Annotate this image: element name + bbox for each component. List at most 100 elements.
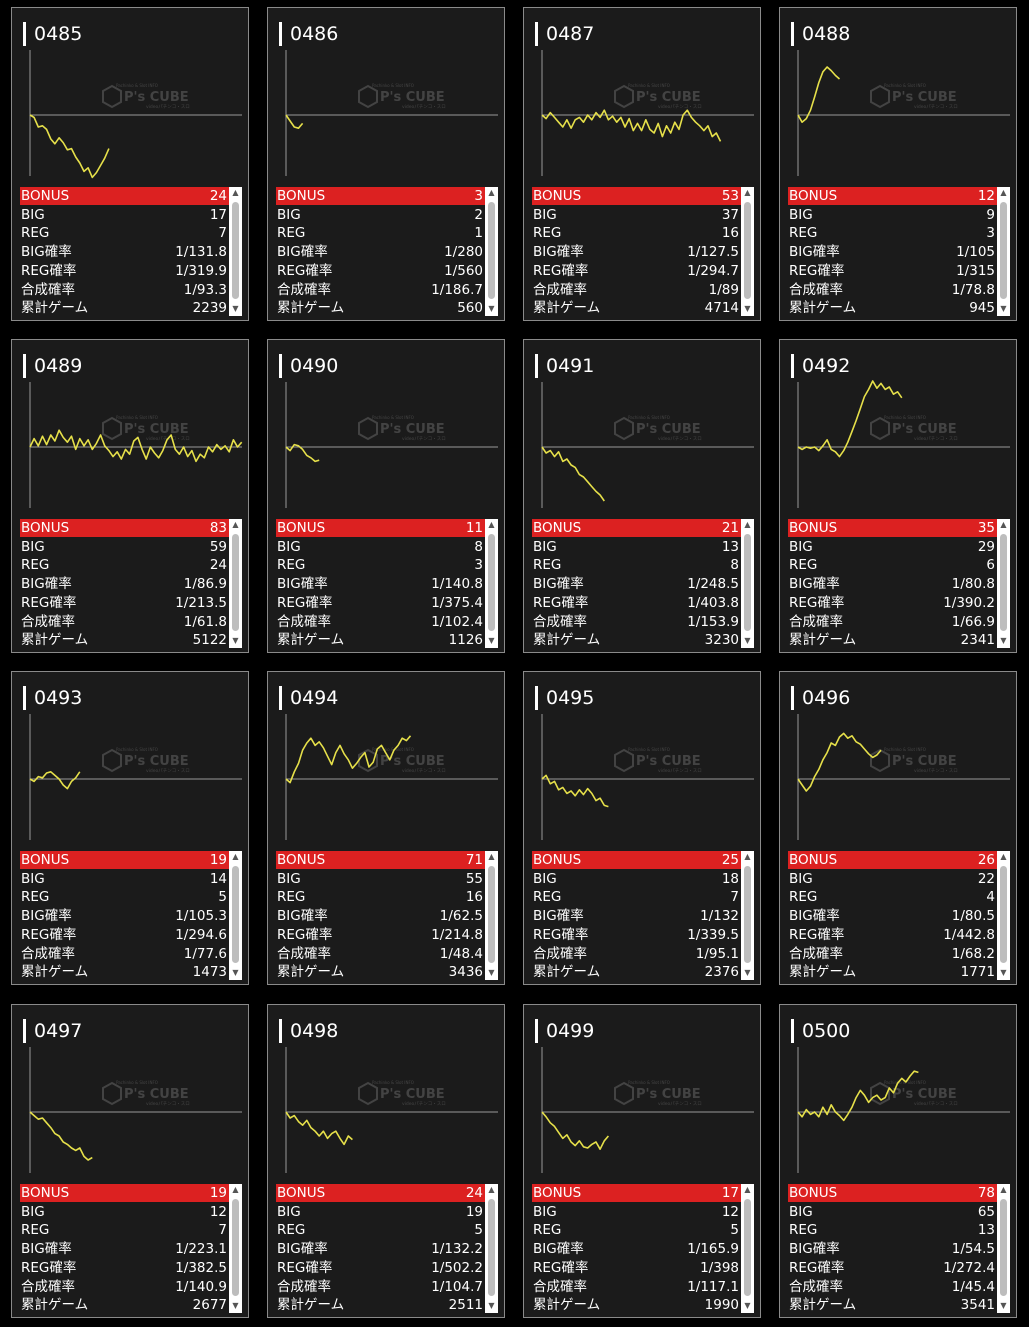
scroll-down-icon[interactable]: ▼ [744,968,751,977]
scroll-thumb[interactable] [232,534,239,631]
stats-table[interactable]: BONUS 26 BIG 22 REG 4 BIG確率 1/80.5 REG確率 1/442.8 合… [788,851,1010,980]
scroll-up-icon[interactable]: ▲ [1000,520,1007,529]
scroll-down-icon[interactable]: ▼ [232,1301,239,1310]
scroll-down-icon[interactable]: ▼ [488,304,495,313]
scroll-thumb[interactable] [232,202,239,299]
machine-card[interactable]: Pachinko & Slot INFO P's CUBE videoパチンコ・スロ… [11,339,249,653]
machine-card[interactable]: Pachinko & Slot INFO P's CUBE videoパチンコ・スロ… [267,671,505,985]
machine-card[interactable]: Pachinko & Slot INFO P's CUBE videoパチンコ・スロ… [11,7,249,321]
scroll-thumb[interactable] [488,866,495,963]
machine-card[interactable]: Pachinko & Slot INFO P's CUBE videoパチンコ・スロ… [779,1004,1017,1318]
scrollbar[interactable]: ▲ ▼ [741,851,754,980]
scroll-up-icon[interactable]: ▲ [1000,1185,1007,1194]
scroll-thumb[interactable] [232,1199,239,1296]
scroll-thumb[interactable] [1000,202,1007,299]
stats-table[interactable]: BONUS 19 BIG 14 REG 5 BIG確率 1/105.3 REG確率 1/294.6… [20,851,242,980]
stats-table[interactable]: BONUS 71 BIG 55 REG 16 BIG確率 1/62.5 REG確率 1/214.8… [276,851,498,980]
scrollbar[interactable]: ▲ ▼ [997,1184,1010,1313]
machine-card[interactable]: Pachinko & Slot INFO P's CUBE videoパチンコ・スロ… [523,7,761,321]
scrollbar[interactable]: ▲ ▼ [485,187,498,316]
scroll-down-icon[interactable]: ▼ [232,636,239,645]
scroll-thumb[interactable] [1000,1199,1007,1296]
scroll-up-icon[interactable]: ▲ [744,1185,751,1194]
scrollbar[interactable]: ▲ ▼ [485,851,498,980]
scrollbar[interactable]: ▲ ▼ [485,1184,498,1313]
scroll-thumb[interactable] [744,534,751,631]
scroll-up-icon[interactable]: ▲ [232,188,239,197]
machine-card[interactable]: Pachinko & Slot INFO P's CUBE videoパチンコ・スロ… [523,1004,761,1318]
scroll-down-icon[interactable]: ▼ [1000,304,1007,313]
scroll-down-icon[interactable]: ▼ [1000,636,1007,645]
scroll-thumb[interactable] [488,202,495,299]
scroll-down-icon[interactable]: ▼ [232,304,239,313]
scrollbar[interactable]: ▲ ▼ [229,187,242,316]
scrollbar[interactable]: ▲ ▼ [741,187,754,316]
machine-card[interactable]: Pachinko & Slot INFO P's CUBE videoパチンコ・スロ… [267,7,505,321]
scroll-thumb[interactable] [1000,534,1007,631]
machine-card[interactable]: Pachinko & Slot INFO P's CUBE videoパチンコ・スロ… [267,339,505,653]
scrollbar[interactable]: ▲ ▼ [997,851,1010,980]
scrollbar[interactable]: ▲ ▼ [741,1184,754,1313]
scroll-down-icon[interactable]: ▼ [488,636,495,645]
scroll-thumb[interactable] [744,1199,751,1296]
scrollbar[interactable]: ▲ ▼ [485,519,498,648]
scroll-down-icon[interactable]: ▼ [744,1301,751,1310]
machine-card[interactable]: Pachinko & Slot INFO P's CUBE videoパチンコ・スロ… [779,339,1017,653]
scroll-down-icon[interactable]: ▼ [232,968,239,977]
stats-table[interactable]: BONUS 24 BIG 17 REG 7 BIG確率 1/131.8 REG確率 1/319.9… [20,187,242,316]
stats-table[interactable]: BONUS 53 BIG 37 REG 16 BIG確率 1/127.5 REG確率 1/294.… [532,187,754,316]
stats-table[interactable]: BONUS 11 BIG 8 REG 3 BIG確率 1/140.8 REG確率 1/375.4 合… [276,519,498,648]
scroll-up-icon[interactable]: ▲ [1000,188,1007,197]
scroll-down-icon[interactable]: ▼ [488,968,495,977]
scrollbar[interactable]: ▲ ▼ [997,187,1010,316]
scrollbar[interactable]: ▲ ▼ [229,851,242,980]
scroll-up-icon[interactable]: ▲ [232,852,239,861]
scroll-thumb[interactable] [488,534,495,631]
scroll-thumb[interactable] [232,866,239,963]
scrollbar[interactable]: ▲ ▼ [997,519,1010,648]
scroll-up-icon[interactable]: ▲ [488,1185,495,1194]
machine-card[interactable]: Pachinko & Slot INFO P's CUBE videoパチンコ・スロ… [11,1004,249,1318]
machine-card[interactable]: Pachinko & Slot INFO P's CUBE videoパチンコ・スロ… [523,339,761,653]
scroll-thumb[interactable] [744,202,751,299]
scroll-thumb[interactable] [488,1199,495,1296]
stat-label: BIG [21,870,45,887]
stats-table[interactable]: BONUS 78 BIG 65 REG 13 BIG確率 1/54.5 REG確率 1/272.4… [788,1184,1010,1313]
stats-table[interactable]: BONUS 35 BIG 29 REG 6 BIG確率 1/80.8 REG確率 1/390.2 合… [788,519,1010,648]
stats-table[interactable]: BONUS 17 BIG 12 REG 5 BIG確率 1/165.9 REG確率 1/398 合成… [532,1184,754,1313]
stats-table[interactable]: BONUS 25 BIG 18 REG 7 BIG確率 1/132 REG確率 1/339.5 合成… [532,851,754,980]
stats-table[interactable]: BONUS 21 BIG 13 REG 8 BIG確率 1/248.5 REG確率 1/403.8… [532,519,754,648]
scroll-up-icon[interactable]: ▲ [744,188,751,197]
scroll-up-icon[interactable]: ▲ [744,852,751,861]
scrollbar[interactable]: ▲ ▼ [741,519,754,648]
scroll-up-icon[interactable]: ▲ [1000,852,1007,861]
scroll-up-icon[interactable]: ▲ [744,520,751,529]
machine-card[interactable]: Pachinko & Slot INFO P's CUBE videoパチンコ・スロ… [523,671,761,985]
scroll-up-icon[interactable]: ▲ [488,520,495,529]
stats-table[interactable]: BONUS 19 BIG 12 REG 7 BIG確率 1/223.1 REG確率 1/382.5… [20,1184,242,1313]
scroll-up-icon[interactable]: ▲ [488,852,495,861]
stats-table[interactable]: BONUS 83 BIG 59 REG 24 BIG確率 1/86.9 REG確率 1/213.5… [20,519,242,648]
machine-card[interactable]: Pachinko & Slot INFO P's CUBE videoパチンコ・スロ… [11,671,249,985]
stats-table[interactable]: BONUS 3 BIG 2 REG 1 BIG確率 1/280 REG確率 1/560 合成確率 1/… [276,187,498,316]
scrollbar[interactable]: ▲ ▼ [229,1184,242,1313]
scroll-down-icon[interactable]: ▼ [1000,968,1007,977]
stat-value: 1/272.4 [943,1259,995,1276]
scroll-up-icon[interactable]: ▲ [232,1185,239,1194]
stats-table[interactable]: BONUS 24 BIG 19 REG 5 BIG確率 1/132.2 REG確率 1/502.2… [276,1184,498,1313]
scroll-down-icon[interactable]: ▼ [1000,1301,1007,1310]
scroll-thumb[interactable] [1000,866,1007,963]
scroll-thumb[interactable] [744,866,751,963]
stat-row-reg-rate: REG確率 1/294.7 [532,262,741,280]
series-line [285,1111,353,1146]
scroll-down-icon[interactable]: ▼ [744,636,751,645]
scroll-down-icon[interactable]: ▼ [488,1301,495,1310]
scroll-up-icon[interactable]: ▲ [232,520,239,529]
scroll-down-icon[interactable]: ▼ [744,304,751,313]
machine-card[interactable]: Pachinko & Slot INFO P's CUBE videoパチンコ・スロ… [267,1004,505,1318]
machine-card[interactable]: Pachinko & Slot INFO P's CUBE videoパチンコ・スロ… [779,671,1017,985]
scrollbar[interactable]: ▲ ▼ [229,519,242,648]
scroll-up-icon[interactable]: ▲ [488,188,495,197]
machine-card[interactable]: Pachinko & Slot INFO P's CUBE videoパチンコ・スロ… [779,7,1017,321]
stats-table[interactable]: BONUS 12 BIG 9 REG 3 BIG確率 1/105 REG確率 1/315 合成確率 1… [788,187,1010,316]
